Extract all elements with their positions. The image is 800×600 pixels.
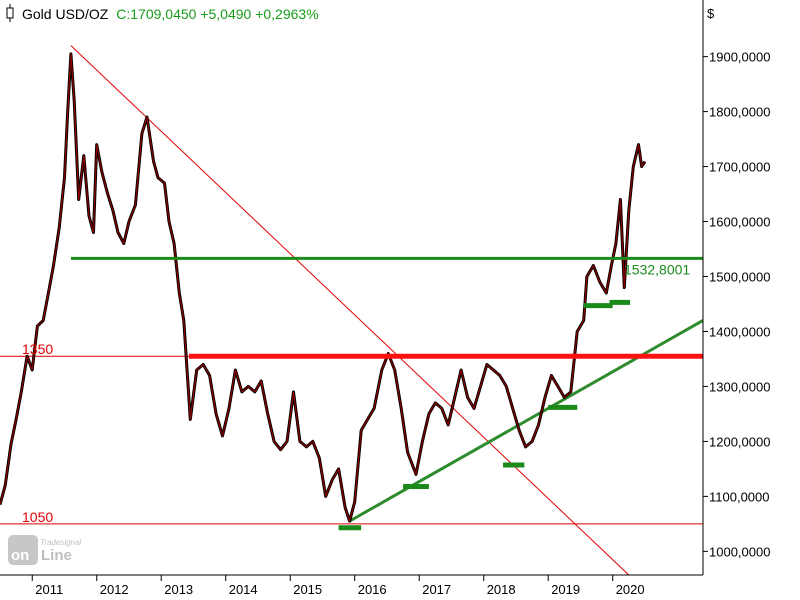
x-tick-label: 2020 [616, 582, 645, 597]
svg-text:Gold USD/OZ C:1709,0450: Gold USD/OZ C:1709,0450 +5,0490 +0,2963% [22, 6, 319, 22]
svg-text:Tradesignal: Tradesignal [40, 538, 81, 547]
x-tick-label: 2014 [229, 582, 258, 597]
axes: $ 1000,0000 1100,0000 1200,0000 1300,0000 14… [0, 0, 770, 597]
level-label: 1050 [22, 509, 53, 525]
y-tick-label: 1900,0000 [709, 50, 770, 65]
x-tick-label: 2016 [358, 582, 387, 597]
level-label: 1532,8001 [624, 261, 690, 277]
svg-text:on: on [11, 547, 29, 564]
x-tick-label: 2019 [551, 582, 580, 597]
y-tick-label: 1300,0000 [709, 379, 770, 394]
x-tick-label: 2013 [164, 582, 193, 597]
candlestick-icon [6, 4, 14, 22]
y-tick-label: 1800,0000 [709, 105, 770, 120]
y-tick-label: 1000,0000 [709, 544, 770, 559]
x-tick-label: 2018 [487, 582, 516, 597]
plot-area: 1050 1350 1532,8001 [0, 45, 704, 576]
y-tick-label: 1400,0000 [709, 324, 770, 339]
x-tick-label: 2011 [35, 582, 63, 597]
level-label: 1350 [22, 341, 53, 357]
y-tick-label: 1600,0000 [709, 215, 770, 230]
y-tick-label: 1700,0000 [709, 160, 770, 175]
chart-header: Gold USD/OZ C:1709,0450 +5,0490 +0,2963% [6, 4, 319, 22]
y-tick-label: 1500,0000 [709, 270, 770, 285]
last-quote: C:1709,0450 +5,0490 +0,2963% [116, 6, 318, 22]
trend-line [70, 45, 630, 576]
x-tick-label: 2017 [422, 582, 451, 597]
y-tick-label: 1100,0000 [709, 489, 770, 504]
svg-text:Line: Line [41, 547, 72, 564]
price-line [0, 53, 646, 522]
instrument-name: Gold USD/OZ [22, 6, 109, 22]
y-tick-label: 1200,0000 [709, 434, 770, 449]
x-tick-label: 2012 [100, 582, 129, 597]
tradesignal-online-logo: Tradesignal on Line [8, 535, 81, 565]
y-axis-currency-label: $ [707, 6, 715, 21]
x-tick-label: 2015 [293, 582, 322, 597]
